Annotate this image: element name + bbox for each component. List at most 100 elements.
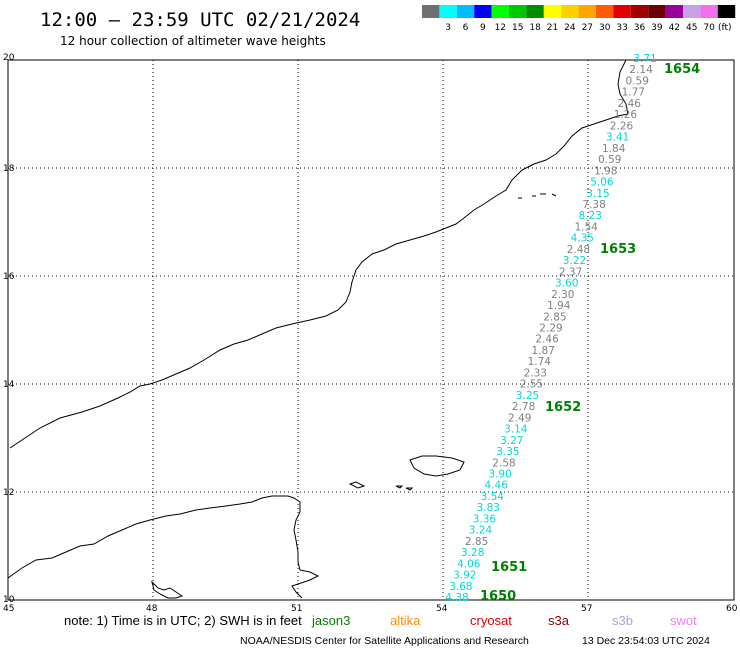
arabian-coastline [9,59,629,449]
swh-value: 3.41 [606,132,629,144]
swh-value: 2.33 [524,367,547,379]
legend-swatch [700,5,718,18]
color-legend: 3 6 9 12 15 18 21 24 27 30 33 36 39 42 45 70 (ft) [422,5,736,33]
map-frame [7,59,735,601]
abd-al-kuri-island [348,481,366,489]
darsa-island [395,485,414,491]
legend-swatch [578,5,596,18]
swh-value: 2.46 [618,98,642,110]
socotra-island [409,455,465,477]
swh-value: 4.06 [457,558,481,570]
swh-value: 2.30 [551,289,574,301]
swh-value: 1.98 [594,165,617,177]
legend-swatch [683,5,701,18]
swh-value: 0.59 [626,76,649,88]
satellite-name: s3a [548,613,570,628]
kuria-muria-islands [518,193,557,199]
legend-label: 21 [547,23,558,33]
page-title: 12:00 – 23:59 UTC 02/21/2024 [40,9,360,31]
swh-observations: 3.712.140.591.772.461.262.263.411.840.59… [445,53,656,604]
legend-swatch [439,5,457,18]
legend-label: 42 [669,23,680,33]
swh-value: 3.92 [453,570,476,582]
legend-label: 39 [651,23,663,33]
swh-value: 4.38 [445,592,468,604]
lat-tick-labels: 20 18 16 14 12 10 [3,53,15,605]
lon-tick: 54 [436,604,448,614]
swh-value: 7.38 [582,199,605,211]
swh-value: 3.71 [633,53,656,65]
revolution-label: 1652 [545,400,581,415]
legend-swatches [422,5,736,18]
swh-value: 8.23 [579,210,602,222]
swh-value: 2.14 [629,64,653,76]
legend-label: 12 [495,23,506,33]
swh-value: 3.15 [586,188,609,200]
lon-tick: 57 [581,604,592,614]
swh-value: 2.48 [567,244,590,256]
legend-swatch [422,5,440,18]
legend-swatch [561,5,579,18]
lon-tick: 60 [726,604,738,614]
legend-label: 6 [463,23,469,33]
swh-value: 3.90 [488,469,511,481]
swh-value: 3.83 [477,502,500,514]
swh-value: 4.46 [485,480,509,492]
swh-value: 3.36 [473,513,497,525]
satellite-name: jason3 [311,613,350,628]
swh-value: 2.85 [465,536,488,548]
lat-tick: 18 [3,164,15,174]
page-subtitle: 12 hour collection of altimeter wave hei… [60,34,326,48]
legend-swatch [474,5,492,18]
swh-value: 3.14 [504,424,528,436]
legend-label: 70 [703,23,715,33]
swh-value: 1.84 [602,143,626,155]
lat-tick: 20 [3,53,15,63]
legend-label: 30 [599,23,611,33]
lat-tick: 12 [3,488,14,498]
swh-value: 5.06 [590,177,614,189]
legend-swatch [491,5,509,18]
satellite-name: s3b [612,613,633,628]
graticule [8,60,734,600]
swh-value: 3.24 [469,525,493,537]
legend-swatch [665,5,683,18]
legend-swatch [613,5,631,18]
satellite-legend: jason3 altika cryosat s3a s3b swot [311,613,697,628]
lon-tick: 45 [3,604,14,614]
legend-label: 24 [564,23,576,33]
legend-label: 27 [582,23,593,33]
swh-value: 3.25 [516,390,539,402]
swh-value: 0.59 [598,154,621,166]
lat-tick: 10 [3,595,15,605]
revolution-label: 1650 [480,589,516,604]
swh-value: 1.94 [547,300,571,312]
swh-value: 3.27 [500,435,523,447]
swh-value: 2.49 [508,412,531,424]
coastlines [7,59,629,599]
revolution-label: 1654 [664,62,700,77]
satellite-name: swot [670,613,697,628]
legend-swatch [630,5,649,18]
footer-timestamp: 13 Dec 23:54:03 UTC 2024 [582,635,710,647]
swh-value: 2.46 [535,334,559,346]
swh-value: 3.68 [449,581,472,593]
legend-swatch [509,5,527,18]
swh-value: 3.54 [481,491,505,503]
somalia-coastline [7,495,320,599]
satellite-name: cryosat [470,613,512,628]
lat-tick: 14 [3,380,15,390]
footer-note: note: 1) Time is in UTC; 2) SWH is in fe… [64,613,302,628]
swh-value: 1.74 [528,356,552,368]
swh-value: 3.22 [563,255,586,267]
legend-label: 33 [616,23,627,33]
swh-value: 1.77 [622,87,645,99]
swh-value: 3.60 [555,278,578,290]
swh-value: 1.54 [575,221,599,233]
coastal-islet [151,580,184,599]
legend-label: 18 [529,23,541,33]
legend-unit: (ft) [718,23,732,33]
lon-tick-labels: 45 48 51 54 57 60 [3,604,738,614]
revolution-label: 1651 [491,560,527,575]
